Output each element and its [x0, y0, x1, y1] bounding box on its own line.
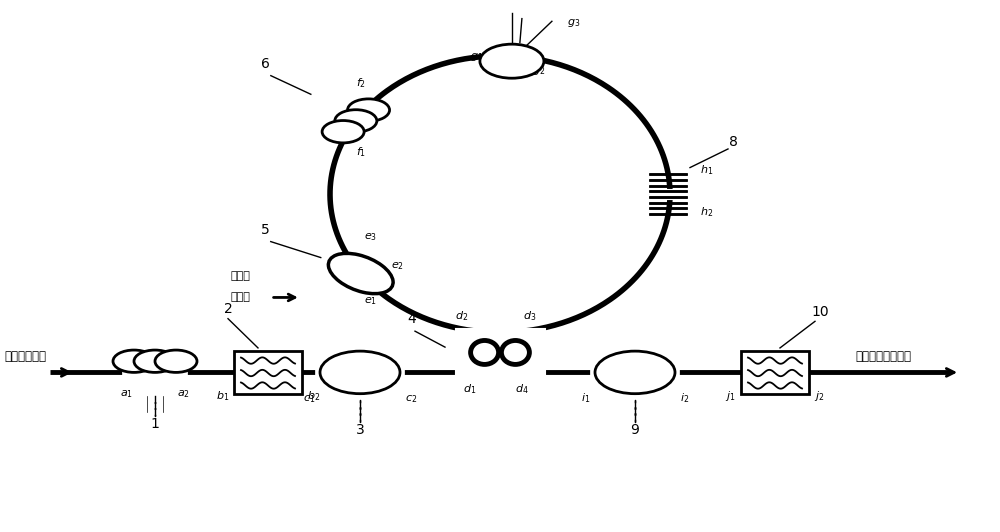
Text: 4: 4 [408, 312, 416, 326]
Ellipse shape [471, 340, 499, 364]
Text: $b_1$: $b_1$ [216, 389, 229, 403]
Text: $g_1$: $g_1$ [470, 51, 484, 63]
Text: $e_1$: $e_1$ [364, 295, 377, 306]
Text: $c_2$: $c_2$ [405, 394, 417, 405]
Text: 输入模: 输入模 [231, 271, 251, 281]
Text: $d_2$: $d_2$ [455, 309, 469, 323]
Ellipse shape [328, 253, 393, 294]
Text: $j_2$: $j_2$ [814, 389, 824, 403]
Text: $d_4$: $d_4$ [515, 383, 529, 396]
Circle shape [348, 99, 390, 121]
Text: $h_1$: $h_1$ [700, 163, 713, 177]
Text: $g_3$: $g_3$ [567, 17, 580, 29]
Text: 1: 1 [151, 417, 159, 431]
Text: $f_2$: $f_2$ [356, 76, 366, 90]
Text: $c_1$: $c_1$ [303, 394, 315, 405]
Text: $f_1$: $f_1$ [356, 145, 366, 159]
Circle shape [113, 350, 155, 372]
Text: 拟信号: 拟信号 [231, 292, 251, 302]
Text: $d_3$: $d_3$ [523, 309, 537, 323]
Text: 3: 3 [356, 422, 364, 437]
Text: $h_2$: $h_2$ [700, 205, 713, 219]
Circle shape [480, 44, 544, 78]
Text: 8: 8 [729, 135, 737, 149]
Text: $e_3$: $e_3$ [364, 231, 377, 243]
Circle shape [595, 351, 675, 394]
Text: $a_1$: $a_1$ [120, 388, 134, 400]
Text: $d_1$: $d_1$ [463, 383, 477, 396]
Circle shape [335, 110, 377, 132]
Circle shape [320, 351, 400, 394]
Circle shape [134, 350, 176, 372]
Text: 2: 2 [224, 302, 232, 317]
Text: $i_1$: $i_1$ [581, 392, 590, 405]
FancyBboxPatch shape [234, 351, 302, 394]
Circle shape [155, 350, 197, 372]
Text: $g_2$: $g_2$ [532, 65, 545, 77]
Text: $b_2$: $b_2$ [307, 389, 320, 403]
Text: 10: 10 [811, 305, 829, 319]
Ellipse shape [501, 340, 529, 364]
Text: $e_2$: $e_2$ [391, 260, 404, 272]
Text: 输入时钟信号: 输入时钟信号 [4, 350, 46, 363]
Text: 5: 5 [261, 222, 270, 237]
Text: 9: 9 [631, 422, 639, 437]
Circle shape [322, 121, 364, 143]
FancyBboxPatch shape [741, 351, 809, 394]
Text: 输出离散采样信号: 输出离散采样信号 [855, 350, 911, 363]
Text: $a_2$: $a_2$ [177, 388, 189, 400]
Text: 6: 6 [261, 57, 270, 71]
Text: $j_1$: $j_1$ [725, 389, 736, 403]
Text: $i_2$: $i_2$ [680, 392, 689, 405]
